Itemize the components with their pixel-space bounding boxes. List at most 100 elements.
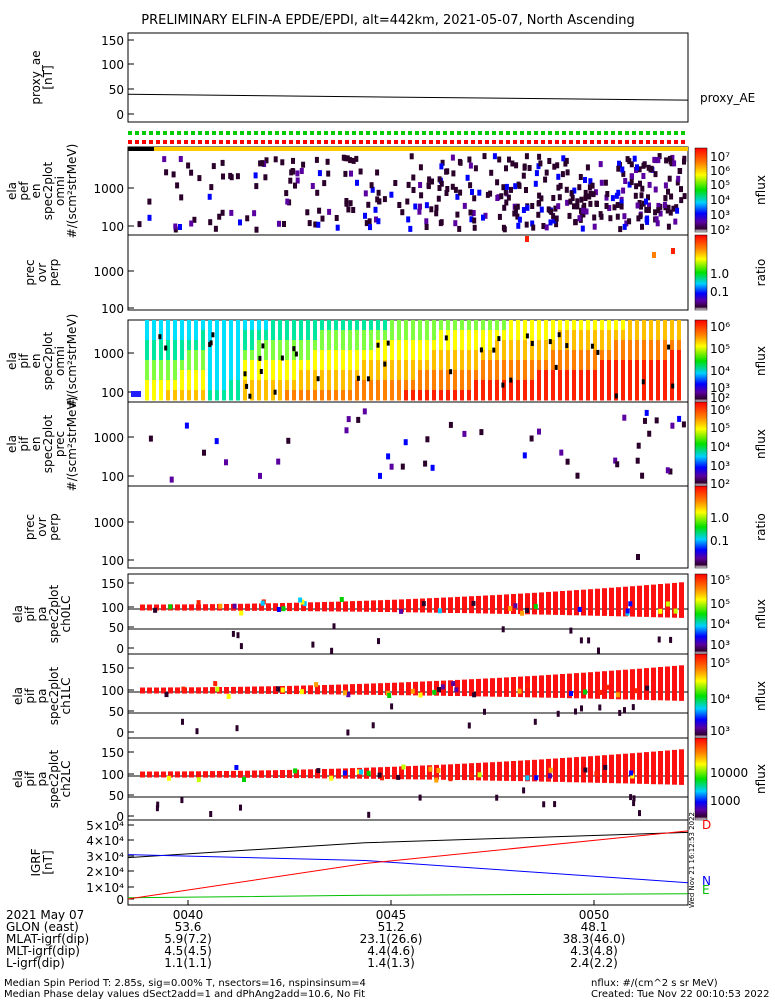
spectrogram-column-cell [215, 350, 219, 361]
spectrogram-cell [565, 169, 570, 176]
spectrogram-column-cell [418, 390, 422, 401]
spectrogram-cell [504, 165, 508, 172]
pa-column-cell [658, 584, 663, 618]
pa-column-cell [490, 762, 495, 781]
colorbar-tick-label: 10⁶ [710, 403, 730, 417]
spectrogram-cell [497, 336, 501, 342]
y-tick-label: 1000 [93, 431, 124, 445]
pa-column-cell [259, 770, 264, 778]
spectrogram-cell [572, 203, 576, 210]
spectrogram-column-cell [187, 390, 191, 401]
spectrogram-column-cell [271, 330, 275, 341]
spectrogram-column-cell [194, 360, 198, 371]
spectrogram-cell [522, 787, 526, 794]
spectrogram-cell [537, 192, 542, 199]
spectrogram-column-cell [173, 390, 177, 401]
spectrogram-cell [181, 686, 186, 692]
spectrogram-cell [639, 192, 644, 199]
flag-green [149, 131, 153, 135]
colorbar-tick-label: 10000 [710, 766, 748, 780]
igrf-legend-D: D [702, 818, 711, 832]
spectrogram-column-cell [341, 320, 345, 331]
colorbar-tick-label: 10⁶ [710, 164, 730, 178]
colorbar-label: nflux [754, 175, 768, 205]
spectrogram-cell [418, 182, 423, 188]
spectrogram-column-cell [677, 390, 681, 401]
spectrogram-column-cell [222, 390, 226, 401]
spectrogram-cell [625, 608, 630, 614]
spectrogram-column-cell [348, 320, 352, 331]
spectrogram-cell [504, 183, 509, 190]
pa-column-cell [266, 603, 271, 611]
spectrogram-column-cell [404, 320, 408, 331]
pa-column-cell [637, 668, 642, 700]
spectrogram-cell [208, 342, 212, 347]
spectrogram-cell [444, 190, 449, 196]
spectrogram-column-cell [495, 370, 499, 381]
flag-green [247, 131, 251, 135]
pa-column-cell [574, 673, 579, 699]
pa-column-cell [679, 749, 684, 785]
spectrogram-cell [280, 687, 285, 693]
spectrogram-cell [429, 206, 434, 213]
spectrogram-cell [615, 461, 620, 468]
spectrogram-column-cell [439, 320, 443, 331]
spectrogram-cell [335, 224, 340, 231]
spectrogram-column-cell [306, 380, 310, 391]
spectrogram-cell [389, 463, 394, 470]
spectrogram-column-cell [453, 380, 457, 391]
spectrogram-cell [585, 164, 590, 171]
spectrogram-column-cell [425, 370, 429, 381]
spectrogram-column-cell [635, 390, 639, 401]
panel-ylabel: spec2plot [47, 666, 61, 725]
spectrogram-column-cell [523, 350, 527, 361]
spectrogram-cell [358, 168, 363, 175]
colorbar-tick-label: 10⁵ [710, 573, 730, 587]
spectrogram-cell [332, 623, 336, 630]
spectrogram-column-cell [348, 390, 352, 401]
spectrogram-column-cell [334, 320, 338, 331]
spectrogram-cell [311, 641, 315, 648]
panel-stack: 150100500proxy_ae[nT]proxy_AE1000100elap… [5, 32, 768, 908]
flag-red [163, 140, 167, 144]
spectrogram-cell [592, 214, 597, 221]
pa-column-cell [210, 771, 215, 778]
pa-column-cell [329, 684, 334, 695]
spectrogram-column-cell [516, 390, 520, 401]
flag-red [275, 140, 279, 144]
y-tick-label: 1000 [93, 516, 124, 530]
flag-red [338, 140, 342, 144]
spectrogram-cell [630, 773, 635, 779]
spectrogram-cell [436, 768, 441, 773]
pa-column-cell [161, 771, 166, 778]
time-axis-value: 2.4(2.2) [570, 956, 618, 970]
spectrogram-column-cell [495, 360, 499, 371]
panel-ylabel: pif [23, 688, 37, 704]
spectrogram-column-cell [593, 370, 597, 381]
spectrogram-cell [665, 467, 670, 474]
colorbar [694, 737, 708, 821]
spectrogram-column-cell [320, 350, 324, 361]
flag-green [527, 131, 531, 135]
spectrogram-column-cell [579, 370, 583, 381]
spectrogram-cell [641, 173, 646, 179]
spectrogram-cell [195, 728, 199, 735]
spectrogram-column-cell [222, 320, 226, 331]
spectrogram-column-cell [292, 340, 296, 351]
spectrogram-cell [355, 179, 359, 186]
spectrogram-cell [502, 226, 507, 233]
pa-column-cell [154, 604, 159, 611]
flag-red [415, 140, 419, 144]
spectrogram-cell [501, 382, 505, 388]
spectrogram-column-cell [530, 360, 534, 371]
spectrogram-cell [348, 157, 353, 164]
spectrogram-cell [254, 183, 259, 190]
spectrogram-column-cell [565, 370, 569, 381]
spectrogram-cell [555, 162, 560, 169]
time-axis-value: 0050 [579, 908, 610, 922]
spectrogram-column-cell [278, 330, 282, 341]
flag-green [653, 131, 657, 135]
time-axis-row-label: MLAT-igrf(dip) [6, 932, 89, 946]
spectrogram-cell [448, 421, 453, 428]
